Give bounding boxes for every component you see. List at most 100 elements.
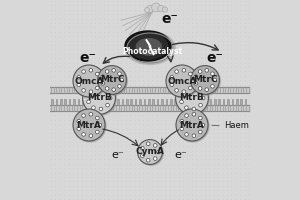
Circle shape (74, 110, 106, 142)
Circle shape (182, 90, 186, 94)
Circle shape (199, 116, 202, 120)
Circle shape (180, 127, 184, 131)
FancyBboxPatch shape (139, 99, 141, 105)
Circle shape (192, 107, 196, 111)
Circle shape (89, 90, 93, 94)
FancyBboxPatch shape (223, 99, 224, 105)
Circle shape (184, 87, 188, 90)
Ellipse shape (125, 31, 171, 61)
FancyBboxPatch shape (130, 99, 132, 105)
Circle shape (92, 106, 95, 109)
Circle shape (205, 88, 208, 91)
FancyBboxPatch shape (104, 99, 106, 105)
Circle shape (73, 109, 105, 141)
FancyBboxPatch shape (144, 99, 145, 105)
Circle shape (184, 106, 188, 109)
Circle shape (157, 150, 160, 154)
Circle shape (177, 83, 209, 115)
Circle shape (82, 133, 85, 136)
Circle shape (162, 7, 168, 12)
Circle shape (154, 157, 157, 160)
Text: e⁻: e⁻ (206, 51, 223, 65)
Circle shape (194, 75, 198, 78)
Circle shape (105, 70, 109, 73)
Circle shape (89, 112, 93, 116)
Circle shape (105, 87, 109, 90)
FancyBboxPatch shape (166, 99, 167, 105)
Circle shape (201, 123, 205, 127)
FancyBboxPatch shape (100, 99, 101, 105)
FancyBboxPatch shape (108, 99, 110, 105)
Circle shape (77, 127, 81, 131)
Circle shape (199, 130, 202, 134)
Circle shape (82, 89, 85, 92)
Circle shape (198, 87, 202, 90)
Circle shape (120, 78, 124, 82)
FancyBboxPatch shape (113, 99, 114, 105)
Circle shape (98, 123, 102, 127)
FancyBboxPatch shape (82, 99, 84, 105)
FancyBboxPatch shape (69, 99, 70, 105)
Circle shape (213, 78, 217, 82)
Circle shape (199, 103, 202, 107)
Circle shape (95, 130, 99, 134)
Circle shape (158, 5, 164, 12)
FancyBboxPatch shape (148, 99, 150, 105)
Circle shape (185, 114, 188, 117)
Text: OmcA: OmcA (167, 76, 197, 86)
Text: Photocatalyst: Photocatalyst (122, 47, 182, 56)
FancyBboxPatch shape (95, 99, 97, 105)
Circle shape (87, 92, 90, 96)
FancyBboxPatch shape (122, 99, 123, 105)
FancyBboxPatch shape (56, 99, 57, 105)
Circle shape (198, 70, 202, 73)
FancyBboxPatch shape (192, 99, 194, 105)
Circle shape (176, 82, 208, 114)
Circle shape (77, 119, 81, 123)
Circle shape (175, 89, 178, 92)
Circle shape (98, 66, 126, 94)
Circle shape (145, 8, 149, 12)
Circle shape (141, 147, 144, 150)
Circle shape (146, 142, 150, 146)
Circle shape (118, 84, 121, 88)
Circle shape (73, 65, 105, 97)
FancyBboxPatch shape (214, 99, 216, 105)
Circle shape (138, 140, 162, 164)
Circle shape (141, 154, 144, 157)
Text: e⁻: e⁻ (161, 12, 178, 26)
FancyBboxPatch shape (245, 99, 246, 105)
FancyBboxPatch shape (170, 99, 172, 105)
Text: e⁻: e⁻ (79, 51, 96, 65)
Circle shape (95, 86, 99, 90)
FancyBboxPatch shape (227, 99, 229, 105)
Circle shape (199, 89, 202, 93)
Circle shape (177, 110, 209, 142)
Circle shape (77, 75, 81, 79)
FancyBboxPatch shape (161, 99, 163, 105)
Circle shape (188, 72, 192, 76)
Circle shape (154, 144, 157, 147)
Circle shape (175, 70, 178, 73)
Circle shape (98, 79, 102, 83)
FancyBboxPatch shape (86, 99, 88, 105)
FancyBboxPatch shape (240, 99, 242, 105)
Circle shape (146, 158, 150, 162)
FancyBboxPatch shape (91, 99, 92, 105)
FancyBboxPatch shape (157, 99, 158, 105)
Circle shape (191, 79, 195, 83)
Ellipse shape (125, 31, 175, 64)
Circle shape (118, 72, 121, 76)
Circle shape (176, 109, 208, 141)
Ellipse shape (129, 34, 168, 59)
Circle shape (112, 88, 116, 91)
Text: MtrC: MtrC (193, 75, 217, 84)
Circle shape (146, 5, 154, 13)
Circle shape (77, 83, 81, 87)
Circle shape (89, 68, 93, 72)
Circle shape (82, 114, 85, 117)
Circle shape (101, 82, 105, 85)
Circle shape (152, 3, 160, 12)
Circle shape (166, 65, 198, 97)
Circle shape (112, 69, 116, 72)
